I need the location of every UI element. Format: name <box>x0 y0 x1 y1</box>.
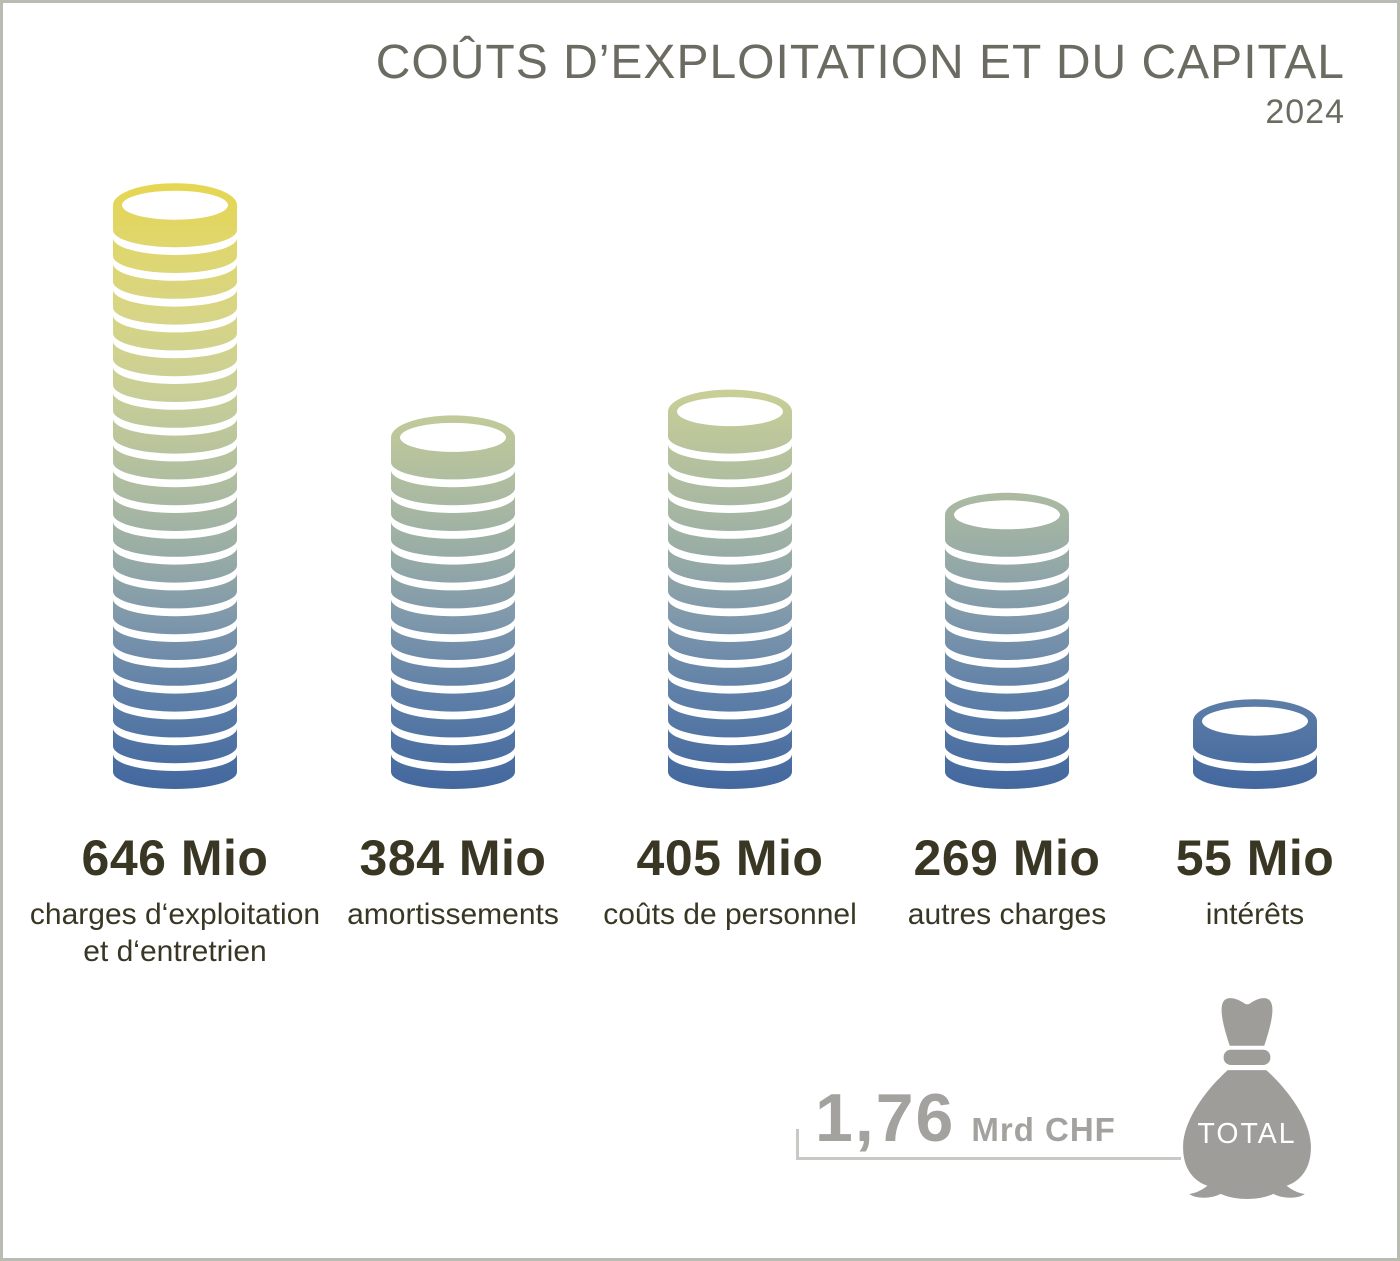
total-text: 1,76 Mrd CHF <box>815 1079 1116 1157</box>
coin <box>391 676 515 712</box>
coin <box>113 702 237 738</box>
coin <box>113 573 237 609</box>
coin-stacks-group <box>113 183 1317 789</box>
coin <box>113 263 237 299</box>
total-unit: Mrd CHF <box>971 1111 1116 1148</box>
stack-label: 269 Mio autres charges <box>827 829 1187 933</box>
coin <box>113 392 237 428</box>
coin <box>945 573 1069 609</box>
coin <box>668 650 792 686</box>
coin <box>945 754 1069 789</box>
chart-title: COÛTS D’EXPLOITATION ET DU CAPITAL <box>375 36 1345 89</box>
coin <box>945 676 1069 712</box>
coin <box>668 754 792 789</box>
coin <box>945 625 1069 660</box>
coin <box>391 625 515 660</box>
stack-value-label: 55 Mio <box>1175 830 1335 886</box>
coin <box>113 341 237 377</box>
coin <box>113 547 237 583</box>
coin <box>668 599 792 635</box>
coin <box>668 728 792 764</box>
chart-year: 2024 <box>1265 92 1345 131</box>
total-bracket-line <box>796 1129 1181 1160</box>
stack-category-label: charges d‘exploitation <box>29 898 321 931</box>
coin <box>668 702 792 738</box>
coin-stacks-chart <box>113 183 1317 789</box>
coin <box>391 599 515 635</box>
coin <box>391 521 515 557</box>
coin <box>945 599 1069 635</box>
coin <box>113 315 237 351</box>
coin <box>113 625 237 660</box>
coin <box>113 599 237 635</box>
coin <box>391 470 515 506</box>
coin <box>391 728 515 764</box>
coin <box>945 650 1069 686</box>
stack-label: 646 Mio charges d‘exploitation et d‘entret… <box>3 829 355 970</box>
stack-category-label: coûts de personnel <box>603 898 857 931</box>
stack-value-label: 405 Mio <box>636 830 824 886</box>
coin <box>391 754 515 789</box>
coin <box>668 547 792 583</box>
money-bag-tie <box>1223 1049 1271 1066</box>
coin <box>113 521 237 557</box>
coin <box>668 521 792 557</box>
coin <box>668 573 792 609</box>
coin <box>113 496 237 531</box>
coin <box>391 547 515 583</box>
stack-category-label: intérêts <box>1205 898 1305 931</box>
stack-label: 405 Mio coûts de personnel <box>550 829 910 933</box>
coin <box>113 728 237 764</box>
coin <box>391 573 515 609</box>
coin <box>113 289 237 325</box>
total-bag-label: TOTAL <box>1197 1118 1296 1150</box>
coin <box>113 444 237 480</box>
coin-top-face <box>677 397 783 427</box>
coin <box>113 754 237 789</box>
coin <box>668 676 792 712</box>
stack-category-label: et d‘entretrien <box>83 935 267 968</box>
money-bag-icon: TOTAL <box>1183 998 1311 1199</box>
coin-top-face <box>400 422 506 452</box>
coin <box>113 418 237 454</box>
stack-value-label: 646 Mio <box>81 830 269 886</box>
coin <box>113 238 237 273</box>
coin-top-face <box>1202 706 1308 736</box>
coin <box>1193 754 1317 789</box>
coin <box>391 702 515 738</box>
stack-category-label: autres charges <box>907 898 1107 931</box>
title-block: COÛTS D’EXPLOITATION ET DU CAPITAL 2024 <box>375 36 1345 132</box>
money-bag-tuft <box>1221 998 1273 1046</box>
money-bag-body <box>1183 1070 1311 1199</box>
coin-top-face <box>122 190 228 220</box>
coin <box>391 496 515 531</box>
coin-top-face <box>954 500 1060 530</box>
stack-label: 384 Mio amortissements <box>273 829 633 933</box>
coin <box>113 367 237 402</box>
stack-value-label: 384 Mio <box>359 830 547 886</box>
coin <box>113 676 237 712</box>
coin <box>113 650 237 686</box>
coin <box>945 547 1069 583</box>
coin <box>391 650 515 686</box>
stack-category-label: amortissements <box>347 898 559 931</box>
stack-value-label: 269 Mio <box>913 830 1101 886</box>
coin <box>945 702 1069 738</box>
coin <box>113 470 237 506</box>
coin <box>668 470 792 506</box>
total-value: 1,76 <box>815 1080 956 1156</box>
coin <box>668 496 792 531</box>
coin <box>668 625 792 660</box>
stack-label: 55 Mio intérêts <box>1075 829 1397 933</box>
coin <box>668 444 792 480</box>
coin <box>945 728 1069 764</box>
